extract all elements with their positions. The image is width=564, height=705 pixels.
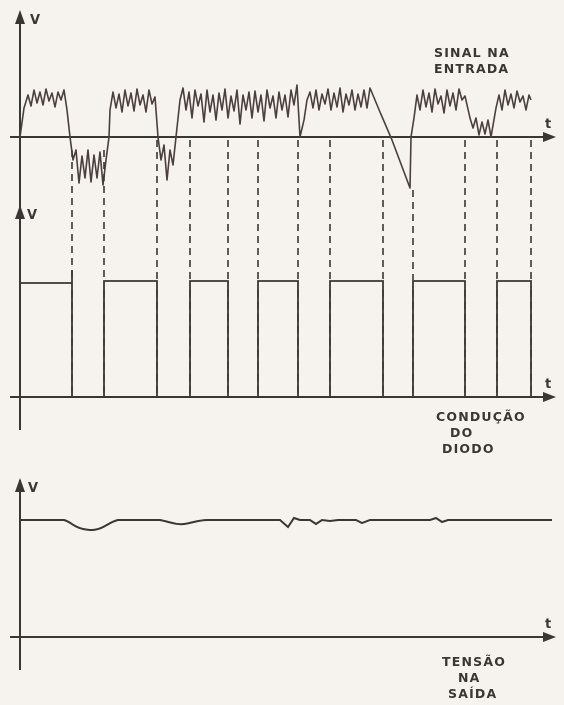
- panel3-y-arrow: [15, 478, 25, 492]
- panel1-caption-line-2: ENTRADA: [434, 61, 509, 76]
- input-signal-waveform: [19, 84, 532, 189]
- panel2-x-arrow: [543, 392, 556, 402]
- panel3-caption-line-3: SAÍDA: [448, 686, 497, 701]
- panel3-caption-line-1: TENSÃO: [442, 654, 506, 669]
- panel2-x-axis-label: t: [545, 377, 551, 392]
- panel3-x-axis-label: t: [545, 617, 551, 632]
- conduction-pulse-train: [20, 270, 532, 398]
- panel2-caption-line-1: CONDUÇÃO: [436, 409, 526, 424]
- panel1-y-axis-label: V: [30, 13, 40, 28]
- output-voltage-panel: V t TENSÃO NA SAÍDA: [10, 478, 556, 701]
- conduction-boundary-dashes: [71, 140, 532, 395]
- panel1-x-arrow: [543, 132, 556, 142]
- panel1-y-arrow: [15, 10, 25, 24]
- panel1-caption-line-1: SINAL NA: [434, 45, 510, 60]
- input-signal-panel: V t SINAL NA ENTRADA: [10, 10, 556, 210]
- panel3-y-axis-label: V: [28, 481, 38, 496]
- output-voltage-waveform: [20, 516, 552, 532]
- diode-conduction-panel: V t CONDUÇÃO DO DIODO: [10, 140, 556, 456]
- panel2-y-axis-label: V: [27, 208, 37, 223]
- panel3-caption-line-2: NA: [458, 670, 481, 685]
- panel2-caption-line-2: DO: [450, 425, 473, 440]
- panel1-x-axis-label: t: [545, 117, 551, 132]
- panel2-caption-line-3: DIODO: [442, 441, 495, 456]
- panel3-x-arrow: [543, 632, 556, 642]
- panel2-y-arrow: [15, 205, 25, 219]
